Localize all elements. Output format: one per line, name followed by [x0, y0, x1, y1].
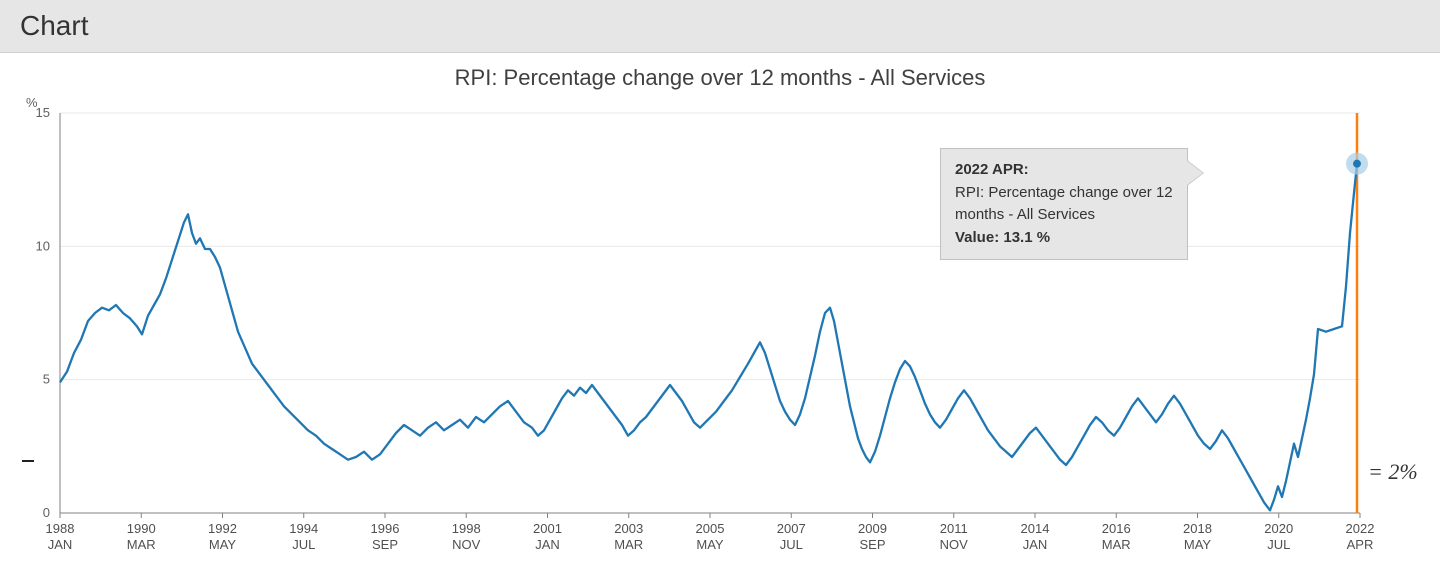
svg-text:5: 5	[43, 372, 50, 387]
svg-text:1996: 1996	[371, 521, 400, 536]
panel-title: Chart	[20, 10, 1420, 42]
handwritten-annotation: = 2%	[1368, 459, 1418, 485]
panel-header: Chart	[0, 0, 1440, 53]
svg-text:0: 0	[43, 505, 50, 520]
svg-text:MAR: MAR	[127, 537, 156, 552]
svg-text:MAY: MAY	[209, 537, 237, 552]
svg-text:JAN: JAN	[48, 537, 73, 552]
chart-container: RPI: Percentage change over 12 months - …	[0, 53, 1440, 563]
svg-text:1998: 1998	[452, 521, 481, 536]
svg-text:2018: 2018	[1183, 521, 1212, 536]
tooltip-value-label: Value:	[955, 229, 1003, 246]
svg-text:JAN: JAN	[1023, 537, 1048, 552]
svg-text:15: 15	[36, 105, 50, 120]
svg-text:2009: 2009	[858, 521, 887, 536]
svg-text:2014: 2014	[1021, 521, 1050, 536]
svg-text:10: 10	[36, 238, 50, 253]
svg-text:NOV: NOV	[940, 537, 969, 552]
chart-tooltip: 2022 APR: RPI: Percentage change over 12…	[940, 148, 1188, 260]
svg-text:SEP: SEP	[859, 537, 885, 552]
svg-text:2005: 2005	[696, 521, 725, 536]
svg-text:2022: 2022	[1346, 521, 1375, 536]
svg-text:1992: 1992	[208, 521, 237, 536]
svg-text:JUL: JUL	[1267, 537, 1290, 552]
tooltip-desc-line2: months - All Services	[955, 204, 1173, 227]
svg-text:1988: 1988	[46, 521, 75, 536]
svg-text:1994: 1994	[289, 521, 318, 536]
chart-title: RPI: Percentage change over 12 months - …	[0, 53, 1440, 97]
svg-text:2001: 2001	[533, 521, 562, 536]
svg-text:2007: 2007	[777, 521, 806, 536]
svg-text:JAN: JAN	[535, 537, 560, 552]
svg-text:2020: 2020	[1264, 521, 1293, 536]
svg-text:2003: 2003	[614, 521, 643, 536]
svg-text:SEP: SEP	[372, 537, 398, 552]
svg-text:MAY: MAY	[1184, 537, 1212, 552]
svg-text:MAR: MAR	[614, 537, 643, 552]
svg-text:MAY: MAY	[696, 537, 724, 552]
svg-text:1990: 1990	[127, 521, 156, 536]
tooltip-date: 2022 APR:	[955, 161, 1029, 178]
svg-text:NOV: NOV	[452, 537, 481, 552]
svg-text:APR: APR	[1347, 537, 1374, 552]
svg-text:MAR: MAR	[1102, 537, 1131, 552]
svg-text:2011: 2011	[940, 521, 968, 536]
svg-text:JUL: JUL	[780, 537, 803, 552]
svg-text:2016: 2016	[1102, 521, 1131, 536]
tooltip-value: 13.1 %	[1003, 229, 1050, 246]
svg-text:JUL: JUL	[292, 537, 315, 552]
tooltip-desc-line1: RPI: Percentage change over 12	[955, 182, 1173, 205]
